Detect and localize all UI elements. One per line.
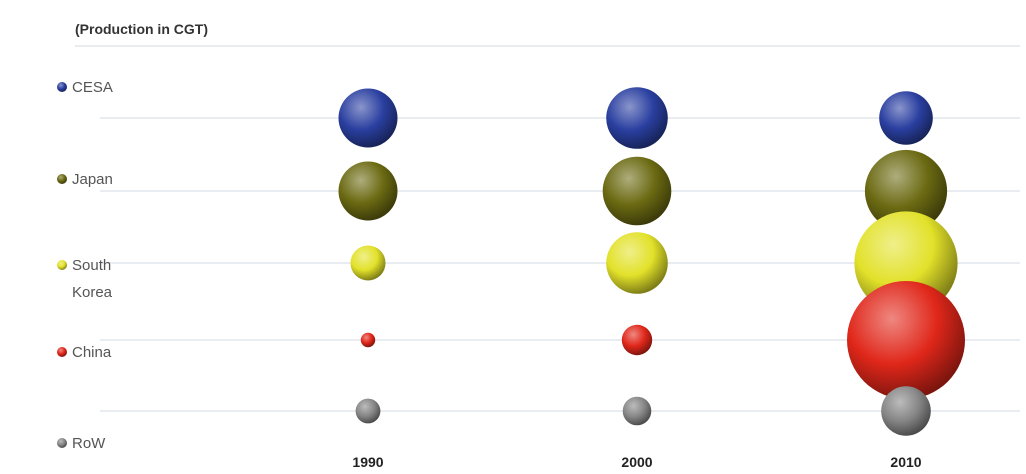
legend-marker-japan [57, 174, 67, 184]
bubble-row-2010 [881, 386, 931, 436]
bubble-cesa-2010 [879, 91, 933, 145]
bubble-japan-2010 [864, 149, 948, 233]
bubble-row-1990 [355, 398, 381, 424]
legend-label-row: RoW [72, 435, 106, 452]
bubble-japan-2000 [602, 156, 672, 226]
legend-marker-cesa [57, 82, 67, 92]
bubble-china-2000 [621, 324, 653, 356]
gridlines [75, 45, 1020, 412]
bubble-cesa-2000 [606, 87, 668, 149]
bubble-china-1990 [360, 332, 376, 348]
legend-label-south-korea: South Korea [72, 257, 113, 301]
x-axis-ticks: 1990 2000 2010 [352, 454, 921, 470]
bubble-china-2010 [847, 281, 965, 399]
legend-label-japan: Japan [72, 171, 113, 188]
bubble-japan-1990 [338, 161, 398, 221]
legend-marker-china [57, 347, 67, 357]
bubble-south-korea-1990 [350, 245, 386, 281]
legend-marker-south-korea [57, 260, 67, 270]
legend-marker-row [57, 438, 67, 448]
x-tick-label: 2010 [890, 454, 921, 470]
bubble-cesa-1990 [338, 88, 398, 148]
legend-label-cesa: CESA [72, 79, 113, 96]
legend: CESA Japan South Korea China RoW [57, 79, 113, 452]
chart-title: (Production in CGT) [75, 21, 208, 37]
x-tick-label: 2000 [621, 454, 652, 470]
bubbles [338, 87, 965, 436]
bubble-south-korea-2000 [606, 232, 668, 294]
x-tick-label: 1990 [352, 454, 383, 470]
bubble-row-2000 [622, 396, 652, 426]
legend-label-china: China [72, 344, 112, 361]
